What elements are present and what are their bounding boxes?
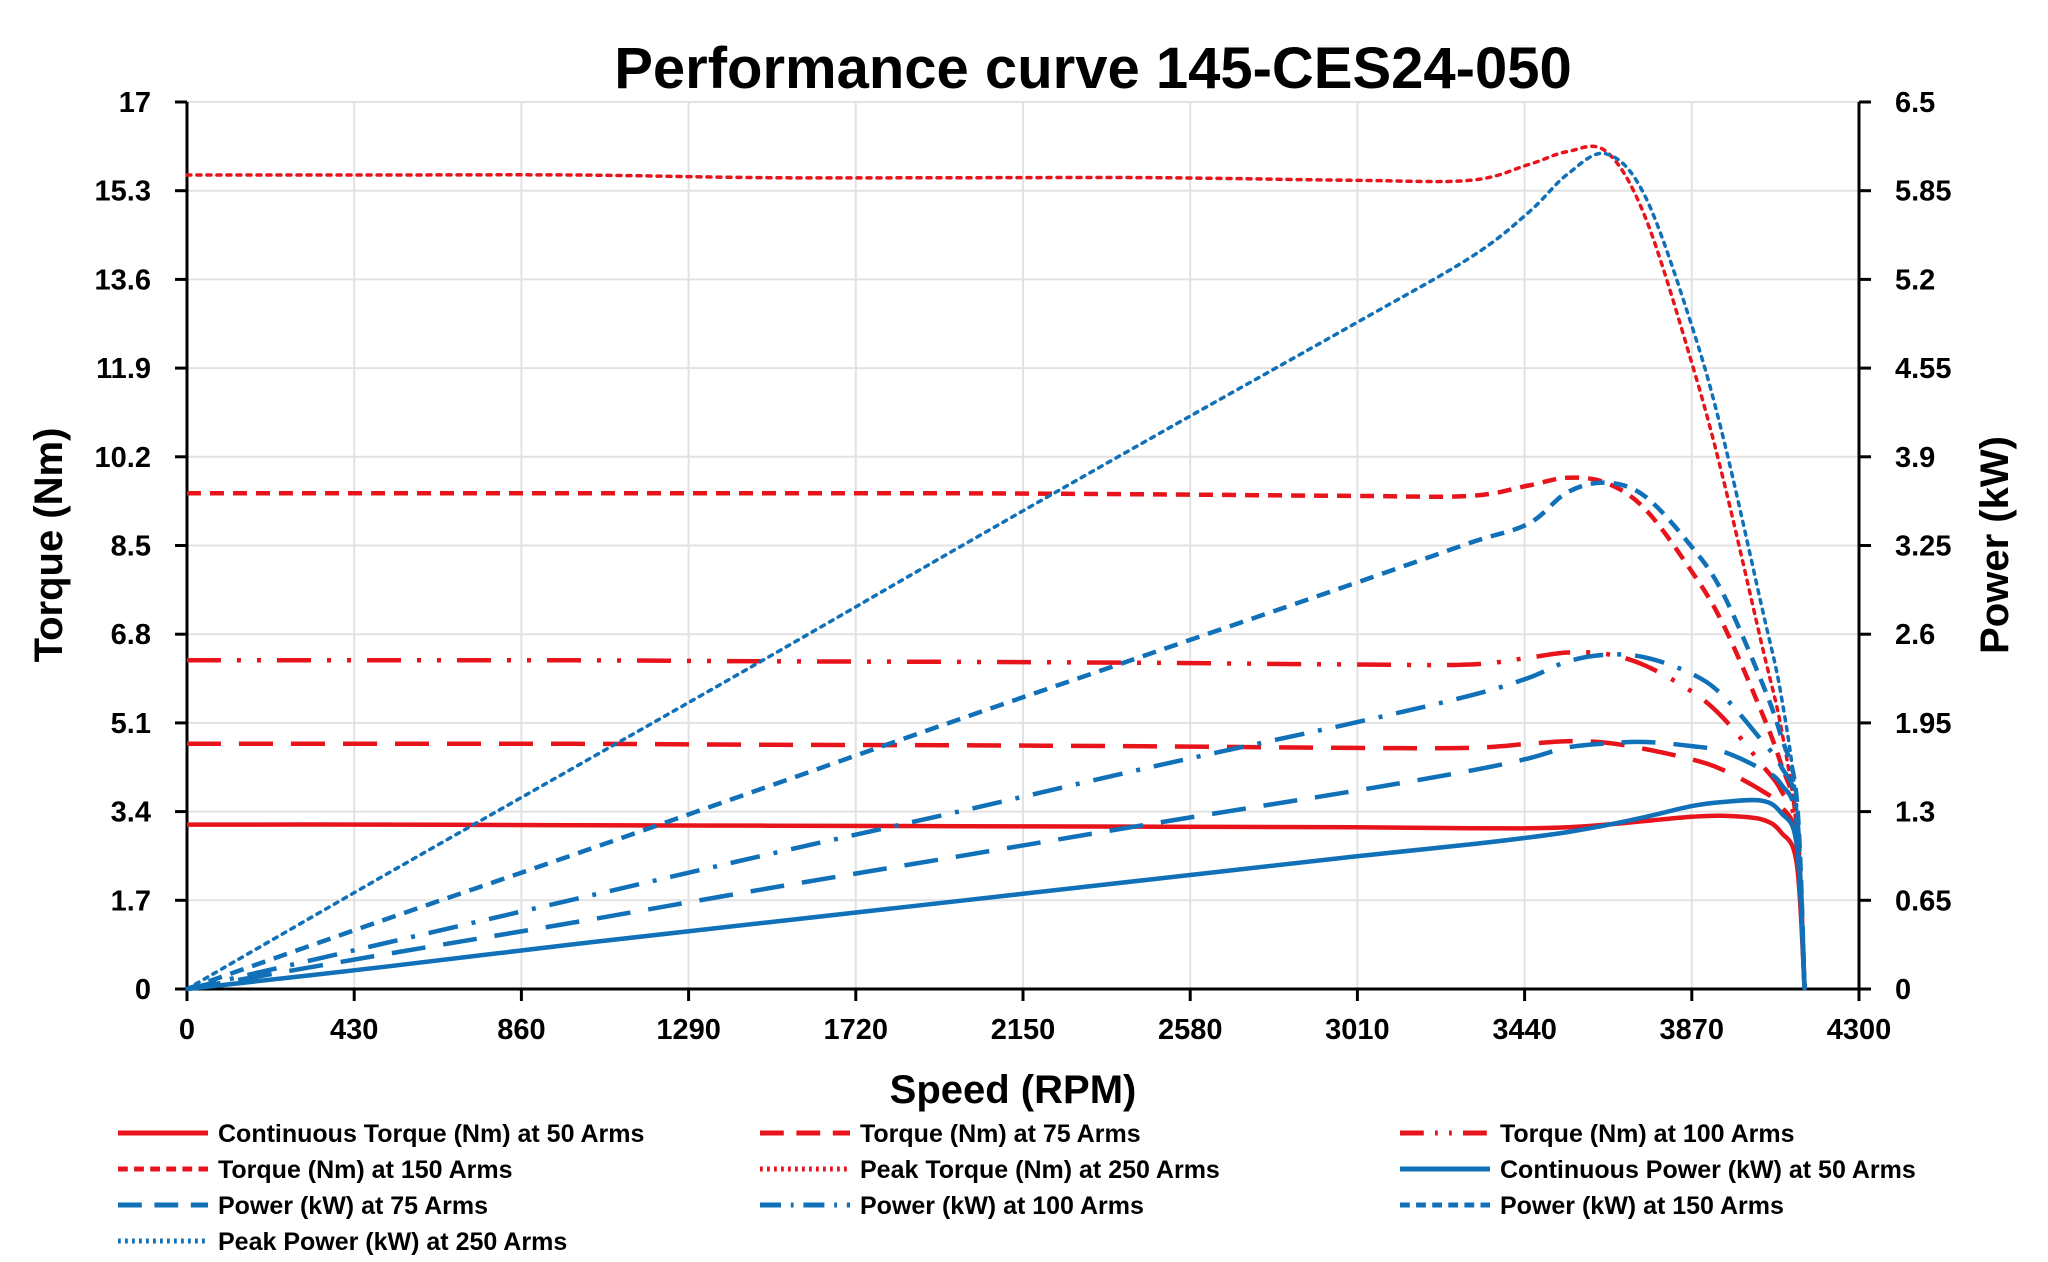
- grid: [187, 101, 1859, 989]
- y-tick-label: 0: [135, 974, 151, 1006]
- series-line-1: [187, 738, 1807, 990]
- x-tick-label: 0: [179, 1014, 195, 1046]
- chart-title: Performance curve 145-CES24-050: [614, 36, 1572, 101]
- x-tick-label: 860: [497, 1014, 545, 1046]
- legend-item: Torque (Nm) at 100 Arms: [1400, 1120, 1795, 1148]
- y2-tick-label: 4.55: [1895, 353, 1951, 385]
- legend-label: Torque (Nm) at 75 Arms: [860, 1120, 1141, 1148]
- x-tick-label: 3870: [1660, 1014, 1725, 1046]
- legend-item: Peak Power (kW) at 250 Arms: [118, 1228, 567, 1256]
- x-tick-label: 1720: [824, 1014, 889, 1046]
- legend-item: Peak Torque (Nm) at 250 Arms: [760, 1156, 1220, 1184]
- y2-tick-label: 3.9: [1895, 442, 1935, 474]
- y2-tick-label: 5.2: [1895, 264, 1935, 296]
- legend-label: Power (kW) at 75 Arms: [218, 1192, 488, 1220]
- x-tick-label: 2580: [1158, 1014, 1223, 1046]
- legend-label: Continuous Power (kW) at 50 Arms: [1500, 1156, 1916, 1184]
- series-line-2: [187, 649, 1807, 990]
- y2-tick-label: 3.25: [1895, 531, 1951, 563]
- x-axis-label: Speed (RPM): [890, 1068, 1137, 1112]
- x-tick-label: 1290: [656, 1014, 721, 1046]
- series-line-9: [185, 151, 1807, 991]
- legend-label: Power (kW) at 150 Arms: [1500, 1192, 1784, 1220]
- x-tick-label: 3440: [1492, 1014, 1557, 1046]
- x-tick-label: 3010: [1325, 1014, 1390, 1046]
- legend-item: Power (kW) at 100 Arms: [760, 1192, 1144, 1220]
- y-tick-label: 11.9: [96, 353, 151, 385]
- y-tick-label: 6.8: [111, 619, 151, 651]
- y-tick-label: 17: [119, 87, 151, 119]
- legend-label: Power (kW) at 100 Arms: [860, 1192, 1144, 1220]
- y2-tick-label: 5.85: [1895, 176, 1951, 208]
- legend-label: Torque (Nm) at 150 Arms: [218, 1156, 513, 1184]
- y-tick-label: 8.5: [111, 531, 151, 563]
- series-line-0: [186, 813, 1807, 990]
- legend-label: Continuous Torque (Nm) at 50 Arms: [218, 1120, 644, 1148]
- series-line-3: [187, 475, 1807, 990]
- y-tick-label: 15.3: [95, 176, 151, 208]
- y-axis-label: Torque (Nm): [27, 428, 71, 663]
- y-tick-label: 10.2: [95, 442, 151, 474]
- y2-axis-label: Power (kW): [1973, 436, 2017, 654]
- legend-item: Power (kW) at 150 Arms: [1400, 1192, 1784, 1220]
- y2-tick-label: 6.5: [1895, 87, 1935, 119]
- y2-tick-label: 0.65: [1895, 885, 1951, 917]
- axes: [175, 100, 1871, 1001]
- legend-item: Power (kW) at 75 Arms: [118, 1192, 488, 1220]
- legend: Continuous Torque (Nm) at 50 Arms Torque …: [118, 1120, 1916, 1256]
- series-line-6: [186, 739, 1807, 992]
- y-tick-label: 5.1: [111, 708, 151, 740]
- legend-label: Torque (Nm) at 100 Arms: [1500, 1120, 1795, 1148]
- series-line-8: [186, 480, 1807, 992]
- series-lines: [185, 144, 1807, 992]
- x-tick-label: 4300: [1827, 1014, 1892, 1046]
- series-line-7: [186, 652, 1807, 992]
- x-tick-label: 430: [330, 1014, 378, 1046]
- x-tick-label: 2150: [991, 1014, 1056, 1046]
- series-line-4: [185, 144, 1807, 991]
- tick-labels: 0 430 860 1290 1720 2150 2580 3010 3440 3870 43000…: [95, 87, 1952, 1046]
- legend-item: Torque (Nm) at 75 Arms: [760, 1120, 1141, 1148]
- y-tick-label: 13.6: [95, 264, 151, 296]
- legend-label: Peak Power (kW) at 250 Arms: [218, 1228, 567, 1256]
- y2-tick-label: 1.3: [1895, 797, 1935, 829]
- y-tick-label: 1.7: [111, 885, 151, 917]
- legend-item: Continuous Power (kW) at 50 Arms: [1400, 1156, 1916, 1184]
- y-tick-label: 3.4: [111, 797, 151, 829]
- y2-tick-label: 2.6: [1895, 619, 1935, 651]
- legend-item: Torque (Nm) at 150 Arms: [118, 1156, 513, 1184]
- legend-item: Continuous Torque (Nm) at 50 Arms: [118, 1120, 644, 1148]
- series-line-5: [186, 797, 1807, 992]
- y2-tick-label: 1.95: [1895, 708, 1951, 740]
- legend-label: Peak Torque (Nm) at 250 Arms: [860, 1156, 1220, 1184]
- y2-tick-label: 0: [1895, 974, 1911, 1006]
